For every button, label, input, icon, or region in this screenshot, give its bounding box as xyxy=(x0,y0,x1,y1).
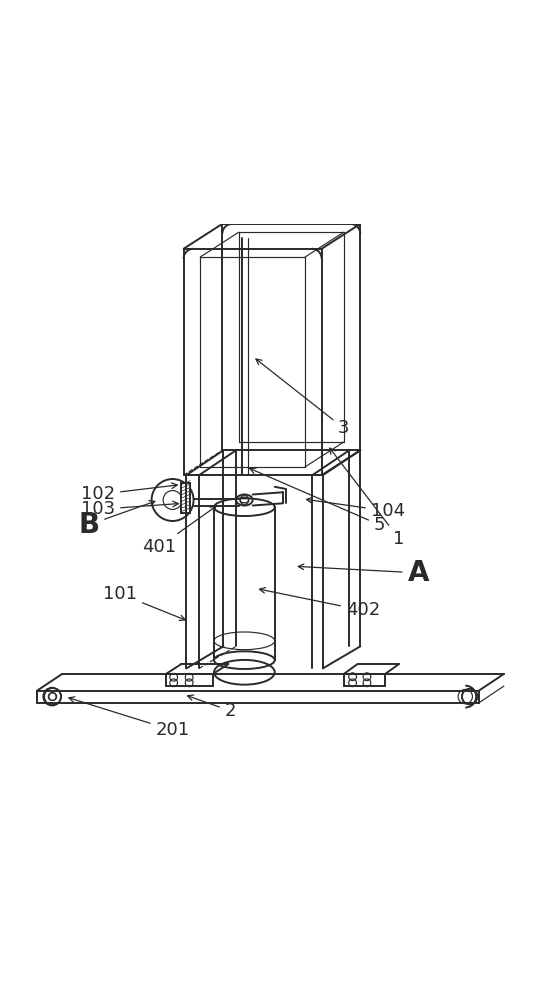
Text: 5: 5 xyxy=(250,468,385,534)
Text: 402: 402 xyxy=(260,588,380,619)
Text: 102: 102 xyxy=(81,483,177,503)
Text: 201: 201 xyxy=(69,697,190,739)
Text: 101: 101 xyxy=(103,585,185,620)
Text: 2: 2 xyxy=(188,695,236,720)
Text: 1: 1 xyxy=(330,448,405,548)
Text: B: B xyxy=(78,501,155,539)
Text: 104: 104 xyxy=(306,498,405,520)
Bar xyxy=(181,483,190,513)
Text: 103: 103 xyxy=(81,500,178,518)
Text: 401: 401 xyxy=(142,506,216,556)
Text: 3: 3 xyxy=(256,359,350,437)
Text: A: A xyxy=(298,559,429,587)
